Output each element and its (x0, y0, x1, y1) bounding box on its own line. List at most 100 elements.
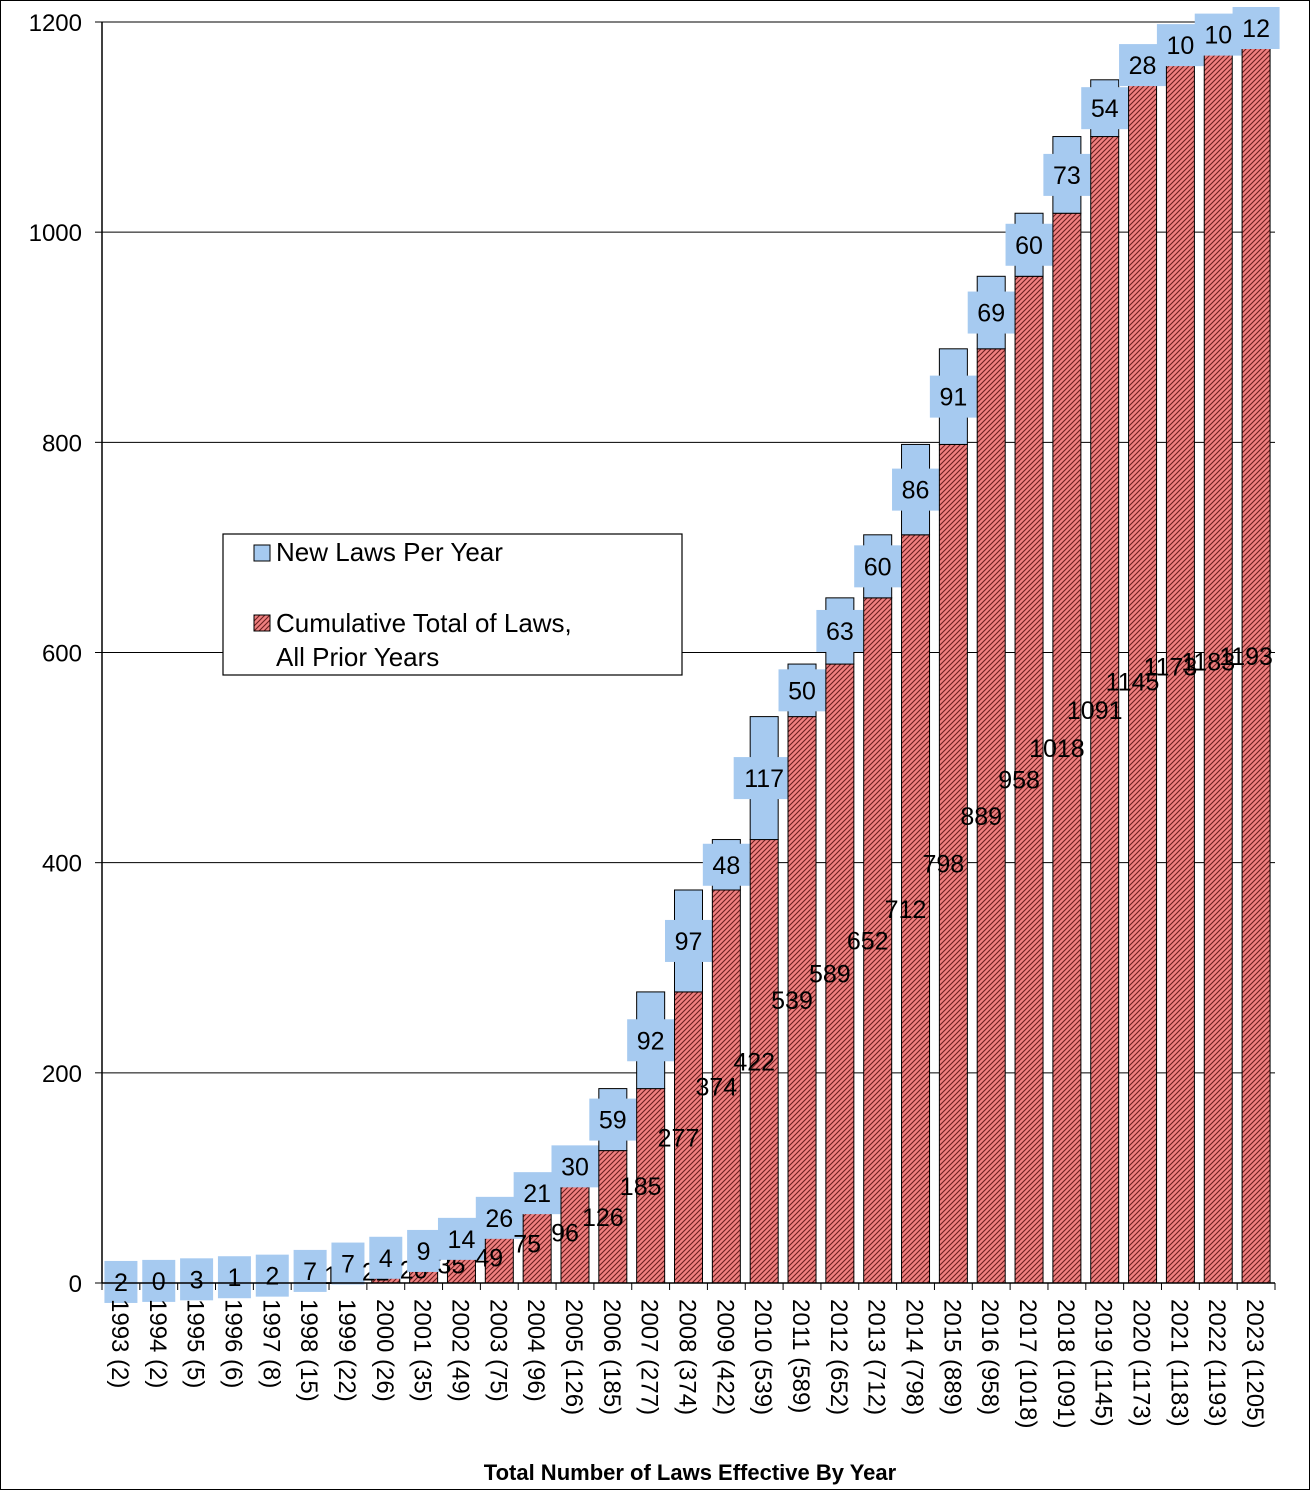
data-label-cumulative: 126 (582, 1204, 624, 1232)
x-tick-label: 2011 (589) (787, 1299, 814, 1413)
x-tick-label: 2018 (1091) (1052, 1299, 1079, 1428)
x-axis-title: Total Number of Laws Effective By Year (484, 1460, 897, 1485)
bar-cumulative (787, 716, 817, 1284)
data-label-cumulative: 1091 (1067, 697, 1123, 725)
data-label-bg (627, 1019, 675, 1062)
data-label-bg (1081, 87, 1129, 130)
x-tick-label: 2012 (652) (825, 1299, 852, 1415)
data-label-cumulative: 185 (620, 1173, 662, 1201)
data-label-bg (1043, 153, 1091, 196)
legend: New Laws Per Year Cumulative Total of La… (222, 533, 683, 676)
x-tick-label: 2013 (712) (863, 1299, 890, 1415)
data-label-bg (1232, 7, 1280, 49)
x-tick-label: 2020 (1173) (1128, 1299, 1155, 1427)
x-tick-label: 2022 (1193) (1203, 1299, 1230, 1427)
data-label-bg (665, 919, 712, 962)
data-label-bg (331, 1242, 365, 1285)
data-label-cumulative: 1173 (1144, 654, 1198, 682)
data-label-new-laws: 4 (379, 1245, 393, 1273)
x-tick-label: 2016 (958) (976, 1299, 1003, 1415)
data-label-new-laws: 59 (599, 1107, 627, 1135)
axes (101, 22, 1275, 1284)
bar-cumulative (1165, 49, 1195, 1284)
x-tick-label: 2017 (1018) (1014, 1299, 1041, 1428)
data-label-cumulative: 422 (733, 1048, 775, 1076)
y-tick-label: 0 (69, 1271, 82, 1298)
data-label-bg (778, 669, 826, 712)
data-label-cumulative: 958 (998, 767, 1040, 795)
x-tick-label: 1999 (22) (333, 1299, 360, 1402)
legend-swatch-cumulative (253, 614, 271, 632)
x-tick-label: 2002 (49) (446, 1299, 473, 1402)
y-tick-label: 800 (42, 430, 82, 457)
data-label-bg (369, 1236, 403, 1279)
x-tick-label: 1995 (5) (182, 1299, 209, 1388)
data-label-new-laws: 50 (788, 677, 816, 705)
x-tick-label: 2008 (374) (674, 1299, 701, 1415)
data-label-new-laws: 63 (826, 618, 854, 646)
data-label-cumulative: 1193 (1219, 643, 1273, 671)
x-tick-label: 2003 (75) (484, 1299, 511, 1402)
data-label-new-laws: 69 (977, 300, 1005, 328)
bar-cumulative (976, 348, 1006, 1284)
data-label-new-laws: 0 (152, 1268, 166, 1296)
data-label-new-laws: 10 (1204, 22, 1232, 50)
data-label-new-laws: 54 (1091, 95, 1119, 123)
data-label-bg (816, 609, 864, 652)
legend-label-new-laws: New Laws Per Year (276, 537, 503, 567)
data-label-new-laws: 3 (190, 1266, 204, 1294)
bar-cumulative (484, 1231, 514, 1284)
data-label-bg (217, 1256, 251, 1299)
x-axis-ticks: 1993 (2) 1994 (2) 1995 (5) 1996 (6) 1997 (8)… (101, 1283, 1276, 1428)
data-label-new-laws: 10 (1166, 32, 1194, 60)
bar-cumulative (636, 1088, 666, 1284)
data-label-bg (551, 1145, 599, 1188)
x-tick-label: 2007 (277) (636, 1299, 663, 1415)
data-label-bg (407, 1229, 441, 1272)
data-label-cumulative: 1145 (1106, 668, 1160, 696)
data-label-cumulative: 539 (771, 987, 813, 1015)
legend-swatch-new-laws (253, 544, 271, 562)
data-label-cumulative: 277 (658, 1124, 700, 1152)
data-label-new-laws: 21 (523, 1180, 551, 1208)
data-label-bg (733, 757, 795, 800)
data-label-new-laws: 7 (303, 1258, 317, 1286)
data-label-new-laws: 14 (448, 1226, 476, 1254)
legend-label-cumulative-line2: All Prior Years (276, 642, 439, 672)
x-tick-label: 2000 (26) (371, 1299, 398, 1402)
data-label-new-laws: 26 (485, 1205, 513, 1233)
data-label-new-laws: 86 (902, 477, 930, 505)
data-label-cumulative: 589 (809, 961, 851, 989)
y-tick-label: 200 (42, 1061, 82, 1088)
data-label-cumulative: 652 (847, 927, 889, 955)
data-label-bg (929, 375, 977, 418)
x-tick-label: 2009 (422) (711, 1299, 738, 1415)
y-tick-label: 1200 (29, 10, 82, 37)
data-label-bg (293, 1249, 327, 1292)
x-tick-label: 2005 (126) (560, 1299, 587, 1415)
data-label-cumulative: 49 (475, 1244, 503, 1272)
data-label-bg (702, 843, 750, 886)
data-label-new-laws: 92 (637, 1027, 665, 1055)
bar-cumulative (711, 889, 741, 1284)
x-tick-label: 2006 (185) (598, 1299, 625, 1415)
data-label-new-laws: 48 (712, 852, 740, 880)
data-label-new-laws: 2 (265, 1263, 279, 1291)
bar-cumulative (598, 1150, 628, 1284)
data-label-cumulative: 75 (513, 1231, 541, 1259)
x-tick-label: 2010 (539) (749, 1299, 776, 1415)
data-label-new-laws: 91 (939, 384, 967, 412)
data-label-bg (180, 1258, 214, 1301)
data-label-bg (1005, 223, 1053, 266)
data-label-cumulative: 798 (923, 851, 965, 879)
y-tick-label: 400 (42, 851, 82, 878)
data-label-new-laws: 9 (417, 1238, 431, 1266)
data-label-new-laws: 117 (744, 765, 784, 793)
data-label-new-laws: 30 (561, 1153, 589, 1181)
data-label-new-laws: 28 (1129, 52, 1157, 80)
data-label-bg (104, 1260, 138, 1303)
data-label-bg (854, 545, 902, 588)
bar-cumulative (1014, 275, 1044, 1284)
